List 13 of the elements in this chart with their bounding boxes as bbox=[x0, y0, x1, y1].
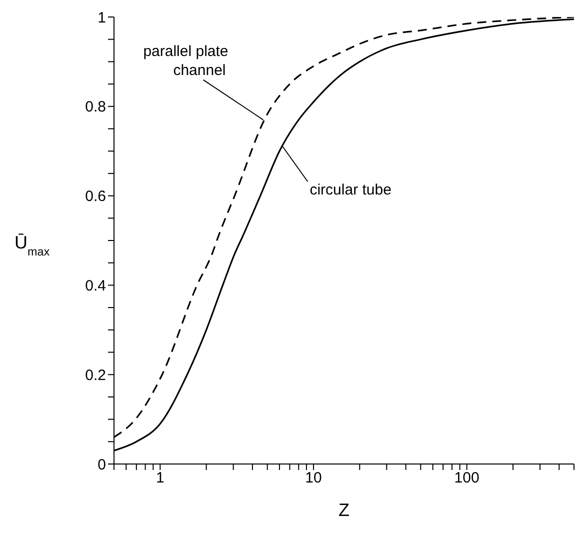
y-tick-label: 0.6 bbox=[85, 188, 106, 206]
y-tick-label: 0.8 bbox=[85, 98, 106, 116]
annotation: circular tube bbox=[310, 182, 392, 199]
y-tick-label: 0 bbox=[98, 456, 106, 474]
y-tick-label: 0.4 bbox=[85, 278, 106, 295]
x-tick-label: 100 bbox=[454, 470, 480, 487]
x-tick-label: 10 bbox=[305, 470, 322, 487]
annotation: parallel plate channel bbox=[143, 42, 228, 79]
x-axis-title: Z bbox=[338, 500, 350, 520]
y-tick-label: 1 bbox=[98, 9, 106, 26]
y-tick-label: 0.2 bbox=[85, 366, 106, 384]
x-tick-label: 1 bbox=[156, 470, 164, 487]
y-axis-title: Ū$_{max}$ bbox=[14, 232, 50, 258]
